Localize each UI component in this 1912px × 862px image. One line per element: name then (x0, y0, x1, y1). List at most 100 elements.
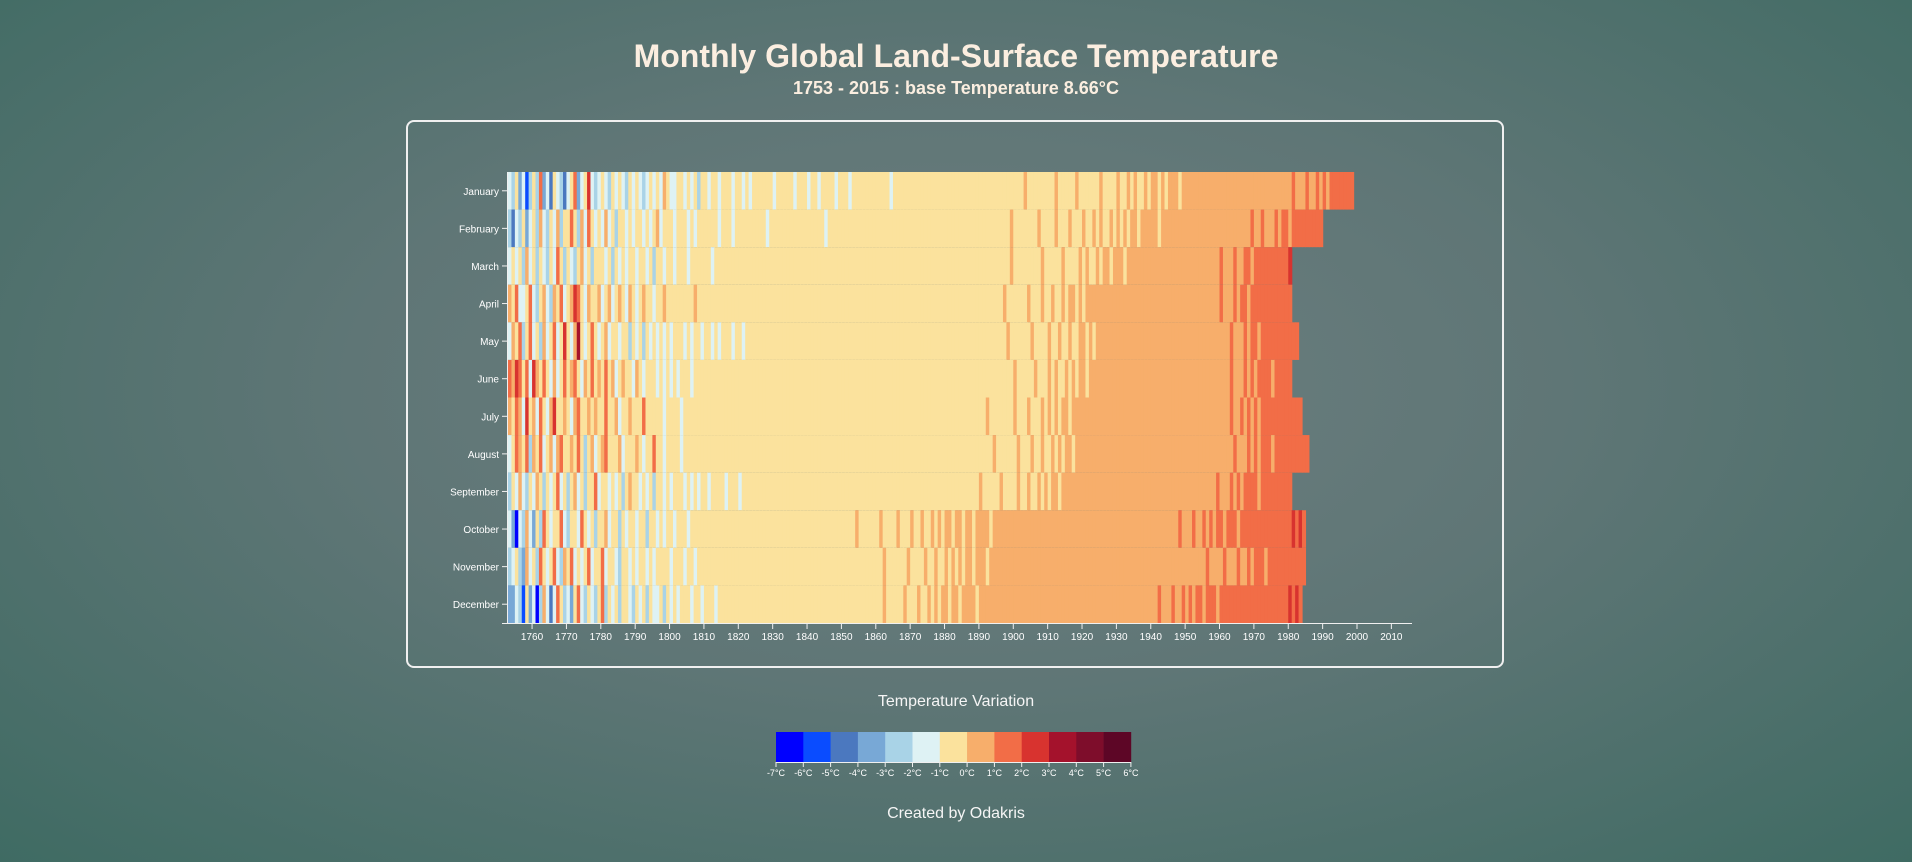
heatmap-cell[interactable] (1123, 397, 1128, 436)
heatmap-cell[interactable] (686, 585, 691, 623)
heatmap-cell[interactable] (1260, 397, 1265, 436)
heatmap-cell[interactable] (508, 172, 513, 210)
heatmap-cell[interactable] (727, 322, 733, 360)
heatmap-cell[interactable] (642, 397, 647, 436)
heatmap-cell[interactable] (1075, 472, 1080, 511)
heatmap-cell[interactable] (793, 172, 798, 210)
heatmap-cell[interactable] (827, 397, 832, 436)
heatmap-cell[interactable] (676, 510, 681, 548)
heatmap-cell[interactable] (662, 585, 667, 623)
heatmap-cell[interactable] (1174, 510, 1179, 548)
heatmap-cell[interactable] (961, 472, 966, 511)
heatmap-cell[interactable] (965, 472, 970, 511)
heatmap-cell[interactable] (628, 322, 633, 360)
heatmap-cell[interactable] (1002, 547, 1008, 586)
heatmap-cell[interactable] (1013, 359, 1018, 398)
heatmap-cell[interactable] (1274, 547, 1279, 586)
heatmap-cell[interactable] (1109, 435, 1114, 473)
heatmap-cell[interactable] (638, 247, 643, 285)
heatmap-cell[interactable] (686, 322, 691, 360)
heatmap-cell[interactable] (652, 585, 657, 623)
heatmap-cell[interactable] (899, 510, 904, 548)
heatmap-cell[interactable] (724, 359, 729, 398)
heatmap-cell[interactable] (511, 435, 516, 473)
heatmap-cell[interactable] (1284, 172, 1289, 210)
heatmap-cell[interactable] (862, 284, 867, 323)
heatmap-cell[interactable] (686, 284, 691, 323)
heatmap-cell[interactable] (844, 209, 849, 248)
heatmap-cell[interactable] (917, 209, 922, 248)
heatmap-cell[interactable] (1078, 247, 1083, 285)
heatmap-cell[interactable] (810, 510, 815, 548)
heatmap-cell[interactable] (961, 172, 966, 210)
heatmap-cell[interactable] (886, 397, 891, 436)
heatmap-cell[interactable] (975, 284, 980, 323)
heatmap-cell[interactable] (941, 585, 946, 623)
heatmap-cell[interactable] (920, 472, 925, 511)
heatmap-cell[interactable] (1264, 247, 1269, 285)
heatmap-cell[interactable] (1013, 510, 1018, 548)
heatmap-cell[interactable] (896, 397, 901, 436)
heatmap-cell[interactable] (944, 247, 949, 285)
heatmap-cell[interactable] (703, 359, 708, 398)
heatmap-cell[interactable] (858, 284, 863, 323)
heatmap-cell[interactable] (714, 510, 719, 548)
heatmap-cell[interactable] (528, 322, 533, 360)
heatmap-cell[interactable] (1240, 209, 1245, 248)
heatmap-cell[interactable] (906, 510, 911, 548)
heatmap-cell[interactable] (896, 209, 901, 248)
heatmap-cell[interactable] (1274, 472, 1279, 511)
heatmap-cell[interactable] (583, 472, 588, 511)
heatmap-cell[interactable] (779, 397, 784, 436)
heatmap-cell[interactable] (1027, 435, 1032, 473)
heatmap-cell[interactable] (782, 435, 788, 473)
heatmap-cell[interactable] (1167, 209, 1172, 248)
heatmap-cell[interactable] (855, 585, 860, 623)
heatmap-cell[interactable] (631, 359, 636, 398)
heatmap-cell[interactable] (645, 284, 650, 323)
heatmap-cell[interactable] (999, 435, 1004, 473)
heatmap-cell[interactable] (621, 397, 626, 436)
heatmap-cell[interactable] (714, 435, 719, 473)
heatmap-cell[interactable] (875, 284, 880, 323)
heatmap-cell[interactable] (910, 435, 915, 473)
heatmap-cell[interactable] (511, 510, 516, 548)
heatmap-cell[interactable] (896, 585, 901, 623)
heatmap-cell[interactable] (652, 172, 657, 210)
heatmap-cell[interactable] (1233, 359, 1238, 398)
heatmap-cell[interactable] (556, 247, 561, 285)
heatmap-cell[interactable] (1027, 547, 1032, 586)
heatmap-cell[interactable] (886, 322, 891, 360)
heatmap-cell[interactable] (872, 322, 877, 360)
heatmap-cell[interactable] (1202, 172, 1207, 210)
heatmap-cell[interactable] (1288, 172, 1293, 210)
heatmap-cell[interactable] (1082, 359, 1087, 398)
heatmap-cell[interactable] (892, 435, 898, 473)
heatmap-cell[interactable] (886, 172, 891, 210)
heatmap-cell[interactable] (569, 209, 574, 248)
heatmap-cell[interactable] (1161, 209, 1166, 248)
heatmap-cell[interactable] (683, 209, 688, 248)
heatmap-cell[interactable] (614, 322, 619, 360)
heatmap-cell[interactable] (514, 435, 519, 473)
heatmap-cell[interactable] (676, 435, 681, 473)
heatmap-cell[interactable] (611, 284, 616, 323)
heatmap-cell[interactable] (727, 359, 733, 398)
heatmap-cell[interactable] (556, 172, 561, 210)
heatmap-cell[interactable] (566, 397, 571, 436)
heatmap-cell[interactable] (1082, 547, 1087, 586)
heatmap-cell[interactable] (906, 322, 911, 360)
heatmap-cell[interactable] (1150, 397, 1155, 436)
heatmap-cell[interactable] (518, 397, 523, 436)
heatmap-cell[interactable] (638, 359, 643, 398)
heatmap-cell[interactable] (676, 359, 681, 398)
heatmap-cell[interactable] (1264, 585, 1269, 623)
heatmap-cell[interactable] (1209, 510, 1214, 548)
heatmap-cell[interactable] (968, 284, 973, 323)
heatmap-cell[interactable] (958, 435, 963, 473)
heatmap-cell[interactable] (917, 435, 922, 473)
heatmap-cell[interactable] (776, 397, 781, 436)
heatmap-cell[interactable] (580, 510, 585, 548)
heatmap-cell[interactable] (917, 359, 922, 398)
heatmap-cell[interactable] (975, 472, 980, 511)
